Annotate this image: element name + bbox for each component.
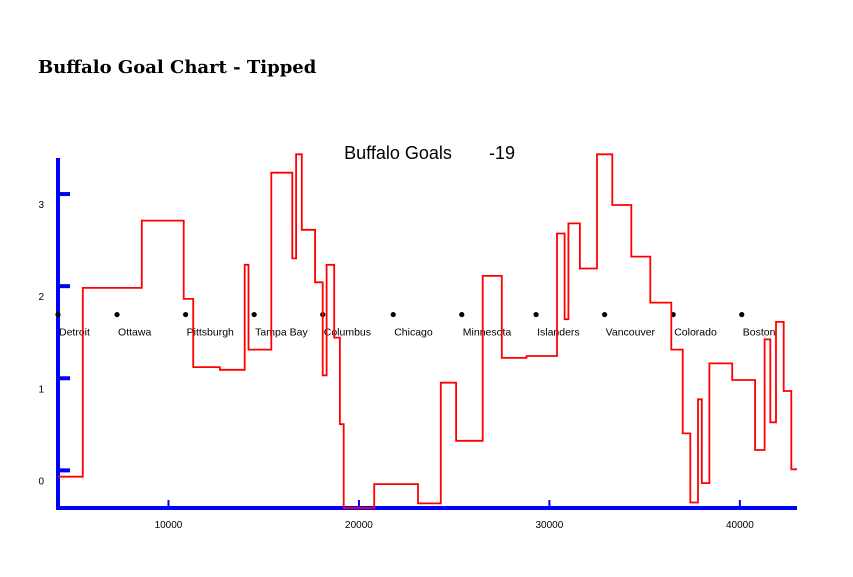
team-label: Colorado <box>674 327 717 339</box>
team-marker <box>183 311 189 318</box>
chart-title-value: -19 <box>489 143 515 163</box>
y-tick-label: 2 <box>38 292 44 303</box>
team-marker <box>55 311 61 318</box>
team-label: Chicago <box>394 327 433 339</box>
team-marker <box>114 311 120 318</box>
chart-title: Buffalo Goals <box>344 143 452 163</box>
y-tick-label: 0 <box>38 476 44 487</box>
team-label: Tampa Bay <box>255 327 308 339</box>
x-tick-label: 20000 <box>345 520 373 531</box>
x-tick-label: 10000 <box>155 520 183 531</box>
team-label: Vancouver <box>606 327 656 339</box>
team-label: Detroit <box>59 327 90 339</box>
team-marker <box>739 311 745 318</box>
team-marker <box>390 311 396 318</box>
series-line <box>58 153 797 509</box>
team-markers: Detroit Ottawa Pittsburgh Tampa Bay Columbus… <box>55 311 776 339</box>
x-tick-label: 40000 <box>726 520 754 531</box>
team-marker <box>251 311 257 318</box>
team-marker <box>459 311 465 318</box>
team-marker <box>602 311 608 318</box>
team-label: Minnesota <box>463 327 512 339</box>
y-axis: 0 1 2 3 <box>38 158 70 508</box>
team-label: Boston <box>743 327 776 339</box>
page-title: Buffalo Goal Chart - Tipped <box>38 57 317 78</box>
y-tick-label: 1 <box>38 384 44 395</box>
team-label: Pittsburgh <box>187 327 234 339</box>
x-axis: 10000 20000 30000 40000 <box>56 500 797 531</box>
team-marker <box>533 311 539 318</box>
x-tick-label: 30000 <box>535 520 563 531</box>
y-tick-label: 3 <box>38 200 44 211</box>
team-label: Ottawa <box>118 327 151 339</box>
team-label: Islanders <box>537 327 580 339</box>
goal-series <box>58 153 797 509</box>
team-label: Columbus <box>324 327 371 339</box>
